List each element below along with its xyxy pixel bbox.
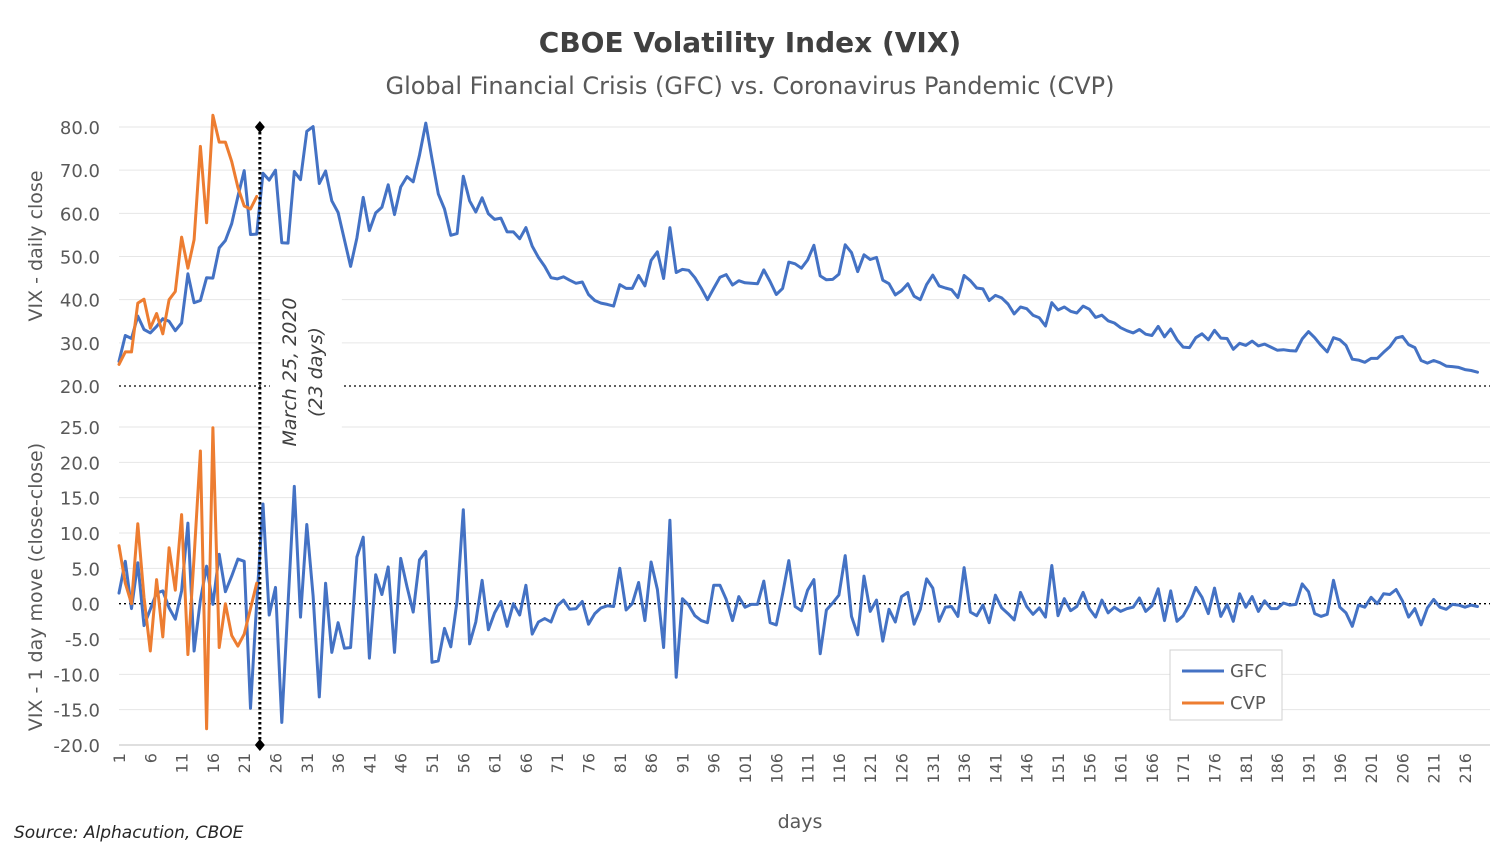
annotation-label: March 25, 2020 (23 days) — [279, 298, 327, 447]
y-tick-label: 50.0 — [60, 248, 100, 269]
x-tick-label: 6 — [141, 753, 160, 763]
x-tick-label: 71 — [548, 753, 567, 773]
marker-diamond-bottom — [254, 739, 265, 751]
y-tick-label: 25.0 — [60, 418, 100, 439]
x-tick-label: 86 — [642, 753, 661, 773]
x-tick-label: 76 — [580, 753, 599, 773]
series-gfc-daily-close — [117, 121, 1479, 374]
x-tick-label: 191 — [1299, 753, 1318, 784]
x-tick-label: 16 — [204, 753, 223, 773]
x-tick-label: 186 — [1268, 753, 1287, 784]
y-tick-label: 30.0 — [60, 334, 100, 355]
x-tick-label: 196 — [1331, 753, 1350, 784]
x-tick-label: 41 — [360, 753, 379, 773]
x-tick-label: 21 — [235, 753, 254, 773]
x-tick-label: 91 — [673, 753, 692, 773]
series-cvp-daily-close — [117, 113, 259, 366]
x-tick-label: 206 — [1393, 753, 1412, 784]
x-tick-label: 81 — [611, 753, 630, 773]
x-tick-label: 111 — [799, 753, 818, 784]
x-tick-label: 211 — [1425, 753, 1444, 784]
x-tick-label: 201 — [1362, 753, 1381, 784]
y-tick-label: 20.0 — [60, 377, 100, 398]
y-tick-label: 20.0 — [60, 453, 100, 474]
source-note: Source: Alphacution, CBOE — [14, 823, 244, 843]
chart-title: CBOE Volatility Index (VIX) — [539, 26, 961, 59]
y-tick-label: 80.0 — [60, 118, 100, 139]
x-tick-label: 106 — [767, 753, 786, 784]
y-tick-label: 70.0 — [60, 161, 100, 182]
y-tick-label: 15.0 — [60, 489, 100, 510]
x-tick-label: 46 — [392, 753, 411, 773]
y-label-bottom: VIX - 1 day move (close-close) — [25, 443, 47, 731]
legend-box — [1169, 649, 1283, 721]
series-cvp-one-day-move — [117, 426, 259, 731]
x-tick-label: 101 — [736, 753, 755, 784]
x-tick-label: 31 — [298, 753, 317, 773]
x-tick-label: 146 — [1018, 753, 1037, 784]
legend: GFC CVP — [1169, 649, 1283, 721]
chart-subtitle: Global Financial Crisis (GFC) vs. Corona… — [385, 72, 1114, 100]
marker-diamond-top — [254, 121, 265, 133]
x-tick-label: 136 — [955, 753, 974, 784]
x-tick-label: 121 — [861, 753, 880, 784]
x-tick-label: 131 — [924, 753, 943, 784]
grid-bottom-panel — [119, 426, 1490, 711]
y-ticks-bottom: 25.0 20.0 15.0 10.0 5.0 0.0 -5.0 -10.0 -15.0 -20.… — [53, 418, 100, 757]
x-tick-label: 66 — [517, 753, 536, 773]
x-tick-label: 171 — [1174, 753, 1193, 784]
x-tick-label: 166 — [1143, 753, 1162, 784]
annotation-background — [269, 285, 342, 460]
x-tick-label: 96 — [705, 753, 724, 773]
y-tick-label: 40.0 — [60, 291, 100, 312]
x-tick-label: 141 — [986, 753, 1005, 784]
x-tick-label: 161 — [1112, 753, 1131, 784]
y-tick-label: -20.0 — [53, 736, 100, 757]
x-tick-label: 126 — [893, 753, 912, 784]
y-tick-label: 5.0 — [71, 559, 100, 580]
y-ticks-top: 80.0 70.0 60.0 50.0 40.0 30.0 20.0 — [60, 118, 100, 398]
legend-label-cvp: CVP — [1230, 693, 1266, 714]
y-tick-label: -10.0 — [53, 665, 100, 686]
x-tick-label: 156 — [1080, 753, 1099, 784]
x-tick-label: 116 — [830, 753, 849, 784]
x-tick-label: 26 — [267, 753, 286, 773]
annotation-days: (23 days) — [305, 327, 327, 417]
series-layer — [117, 113, 1479, 731]
x-tick-label: 151 — [1049, 753, 1068, 784]
y-tick-label: 10.0 — [60, 524, 100, 545]
x-tick-label: 61 — [486, 753, 505, 773]
x-tick-label: 11 — [173, 753, 192, 773]
x-tick-label: 216 — [1456, 753, 1475, 784]
x-tick-label: 51 — [423, 753, 442, 773]
y-tick-label: -15.0 — [53, 701, 100, 722]
x-tick-label: 1 — [110, 753, 129, 763]
y-tick-label: -5.0 — [65, 630, 100, 651]
y-tick-label: 60.0 — [60, 204, 100, 225]
x-axis-label: days — [778, 811, 823, 833]
x-tick-label: 56 — [454, 753, 473, 773]
annotation-date: March 25, 2020 — [279, 298, 301, 447]
legend-label-gfc: GFC — [1230, 661, 1267, 682]
series-gfc-one-day-move — [117, 484, 1479, 724]
x-ticks: 1 6 11 16 21 26 31 36 41 46 51 56 61 66 71 76 81 86 91 96 10… — [110, 753, 1475, 784]
y-tick-label: 0.0 — [71, 595, 100, 616]
x-tick-label: 176 — [1206, 753, 1225, 784]
x-tick-label: 36 — [329, 753, 348, 773]
x-tick-label: 181 — [1237, 753, 1256, 784]
y-label-top: VIX - daily close — [25, 170, 47, 321]
